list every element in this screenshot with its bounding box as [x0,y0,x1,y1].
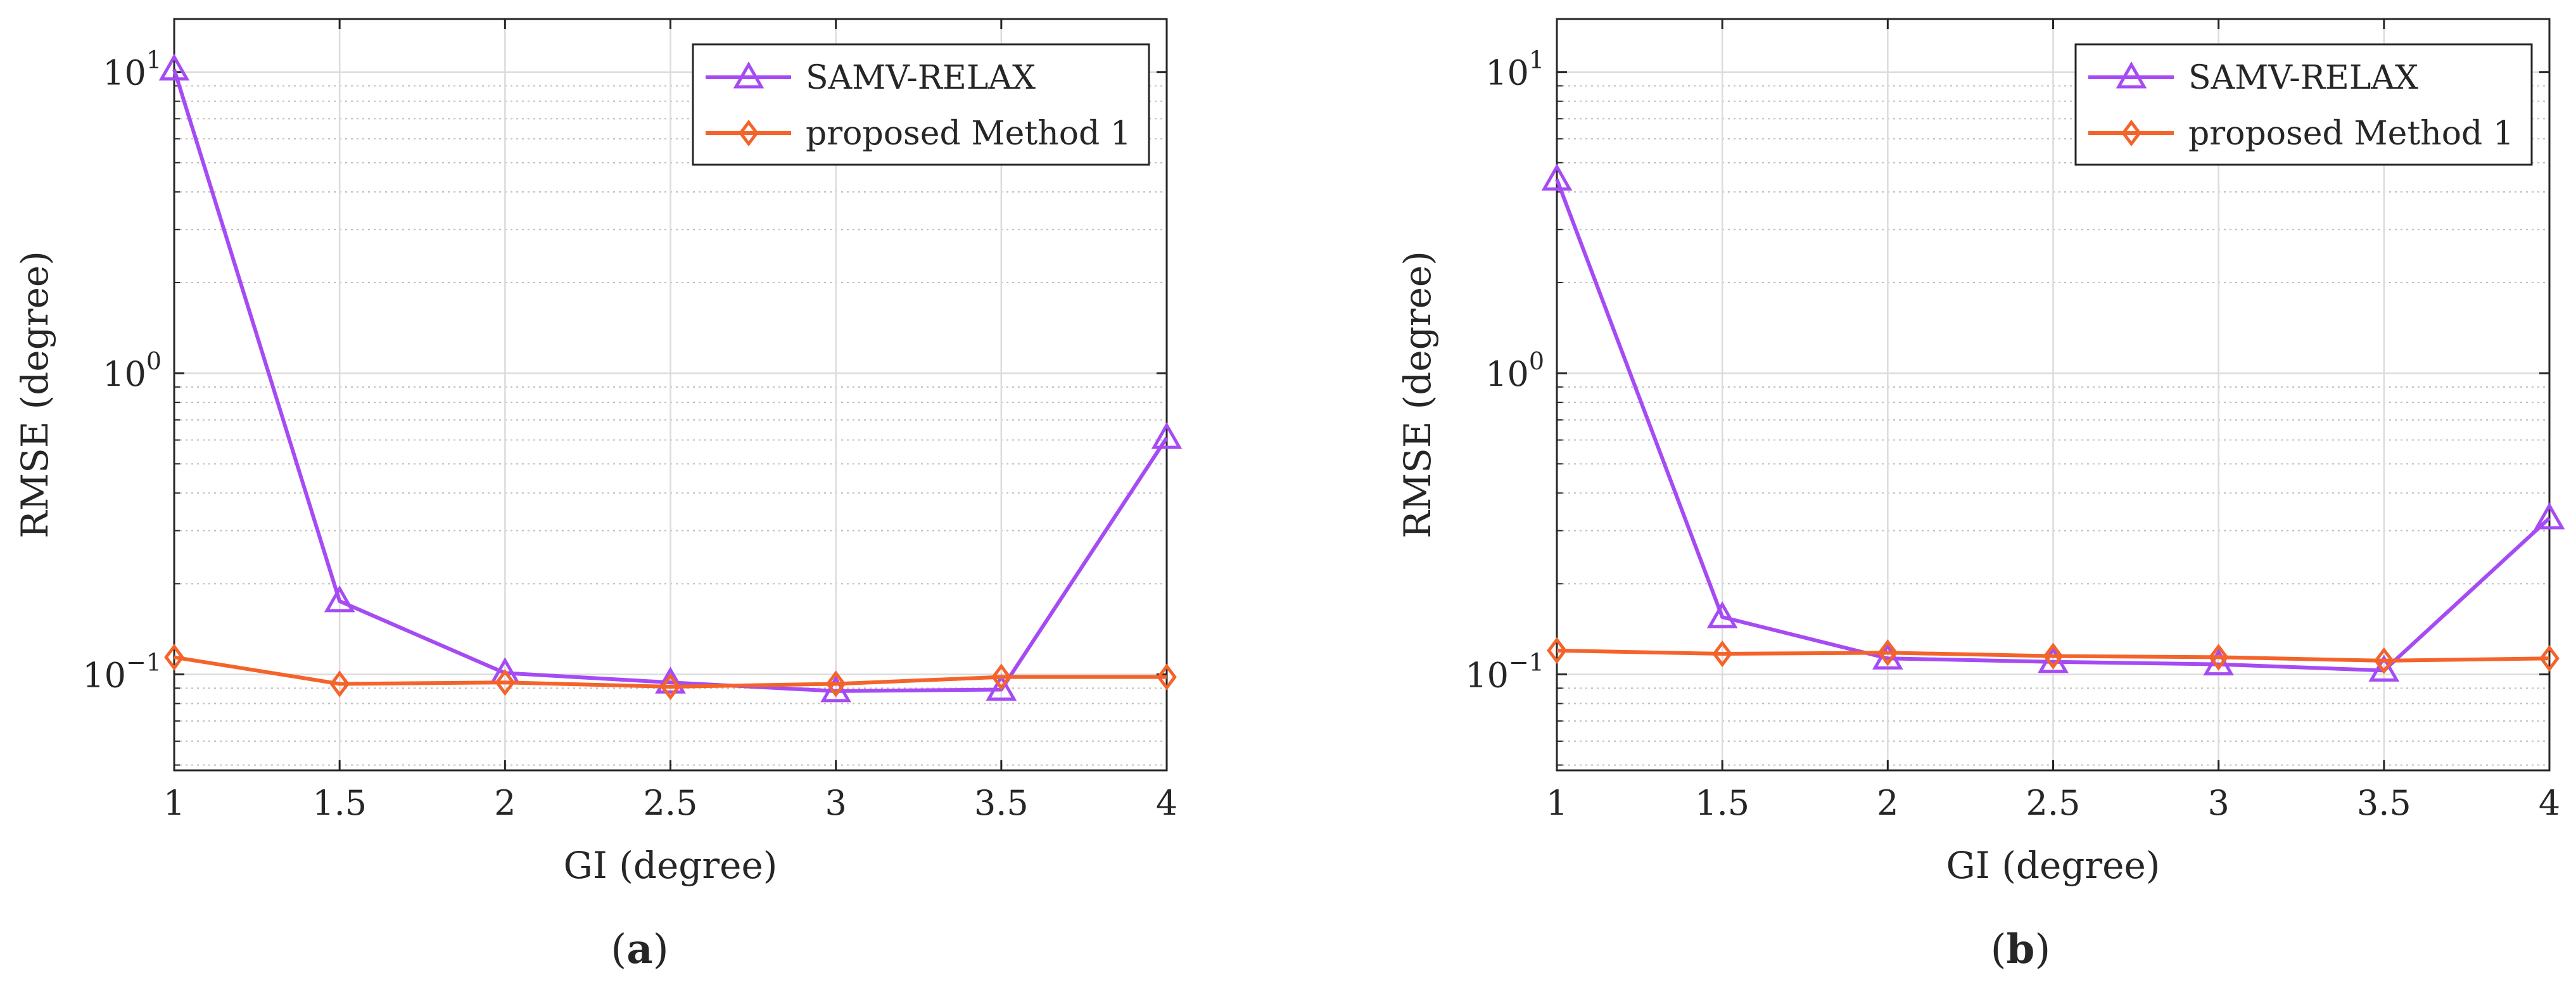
data-point [655,666,686,694]
data-point [825,670,846,698]
series-proposed-method-1 [1547,637,2560,675]
x-tick-label: 4 [2539,783,2560,823]
data-point [986,673,1017,701]
y-tick-label: 100 [1485,347,1544,394]
data-point [329,670,350,698]
y-tick-label: 10−1 [82,648,162,695]
legend-box [2074,43,2533,166]
data-point [2043,642,2064,670]
data-point [158,53,190,81]
data-point [2373,647,2394,675]
y-axis-label: RMSE (degree) [13,251,56,538]
y-axis-label: RMSE (degree) [1396,251,1439,538]
legend-box [692,43,1150,166]
data-point [2368,654,2400,682]
data-point [1877,639,1898,666]
series-line [1556,648,2550,663]
y-tick-label: 101 [103,46,162,93]
data-point [1151,422,1183,449]
x-tick-label: 2.5 [2026,783,2081,823]
series-proposed-method-1 [164,644,1177,701]
x-tick-label: 1 [163,783,185,823]
legend-label: proposed Method 1 [2188,115,2514,153]
legend: SAMV-RELAX proposed Method 1 [692,43,1150,166]
data-point [1706,601,1738,628]
x-tick-label: 3 [825,783,846,823]
data-point [820,675,851,703]
data-point [660,673,681,701]
data-point [1157,663,1177,691]
x-tick-label: 2 [494,783,516,823]
data-point [991,663,1012,691]
panel-caption: (a) [611,926,668,973]
data-point [2534,502,2565,530]
x-tick-label: 1.5 [1695,783,1749,823]
chart-panel-b: 1 1.5 2 2.5 3 3.5 4 10−1 100 101 GI (degree) RMSE (… [1396,18,2565,973]
x-tick-label: 2.5 [644,783,698,823]
chart-panel-a: 1 1.5 2 2.5 3 3.5 4 10−1 100 101 GI (degree) RMSE (… [13,18,1183,973]
y-tick-label: 10−1 [1465,648,1544,695]
x-tick-label: 4 [1156,783,1177,823]
panel-caption: (b) [1991,926,2051,973]
data-point [1541,163,1573,191]
legend-label: proposed Method 1 [806,115,1131,153]
x-tick-label: 1.5 [312,783,367,823]
data-point [1712,640,1733,668]
data-point [2208,644,2229,671]
data-point [739,119,759,147]
data-point [324,585,355,613]
data-point [2116,61,2147,89]
x-axis-label: GI (degree) [1946,844,2160,887]
data-point [1547,637,1567,664]
x-tick-label: 3.5 [2357,783,2411,823]
x-tick-label: 3.5 [974,783,1029,823]
series-line [174,655,1167,689]
data-point [164,644,184,671]
data-point [495,669,516,696]
data-point [2203,648,2234,676]
x-tick-label: 2 [1877,783,1898,823]
data-point [2539,645,2560,672]
x-axis-label: GI (degree) [564,844,778,887]
legend-label: SAMV-RELAX [806,59,1036,97]
x-tick-label: 3 [2207,783,2229,823]
y-tick-label: 101 [1485,46,1544,93]
y-tick-label: 100 [103,347,162,394]
x-tick-label: 1 [1546,783,1568,823]
legend-label: SAMV-RELAX [2188,59,2418,97]
data-point [2121,119,2141,147]
data-point [733,61,765,89]
legend: SAMV-RELAX proposed Method 1 [2074,43,2533,166]
